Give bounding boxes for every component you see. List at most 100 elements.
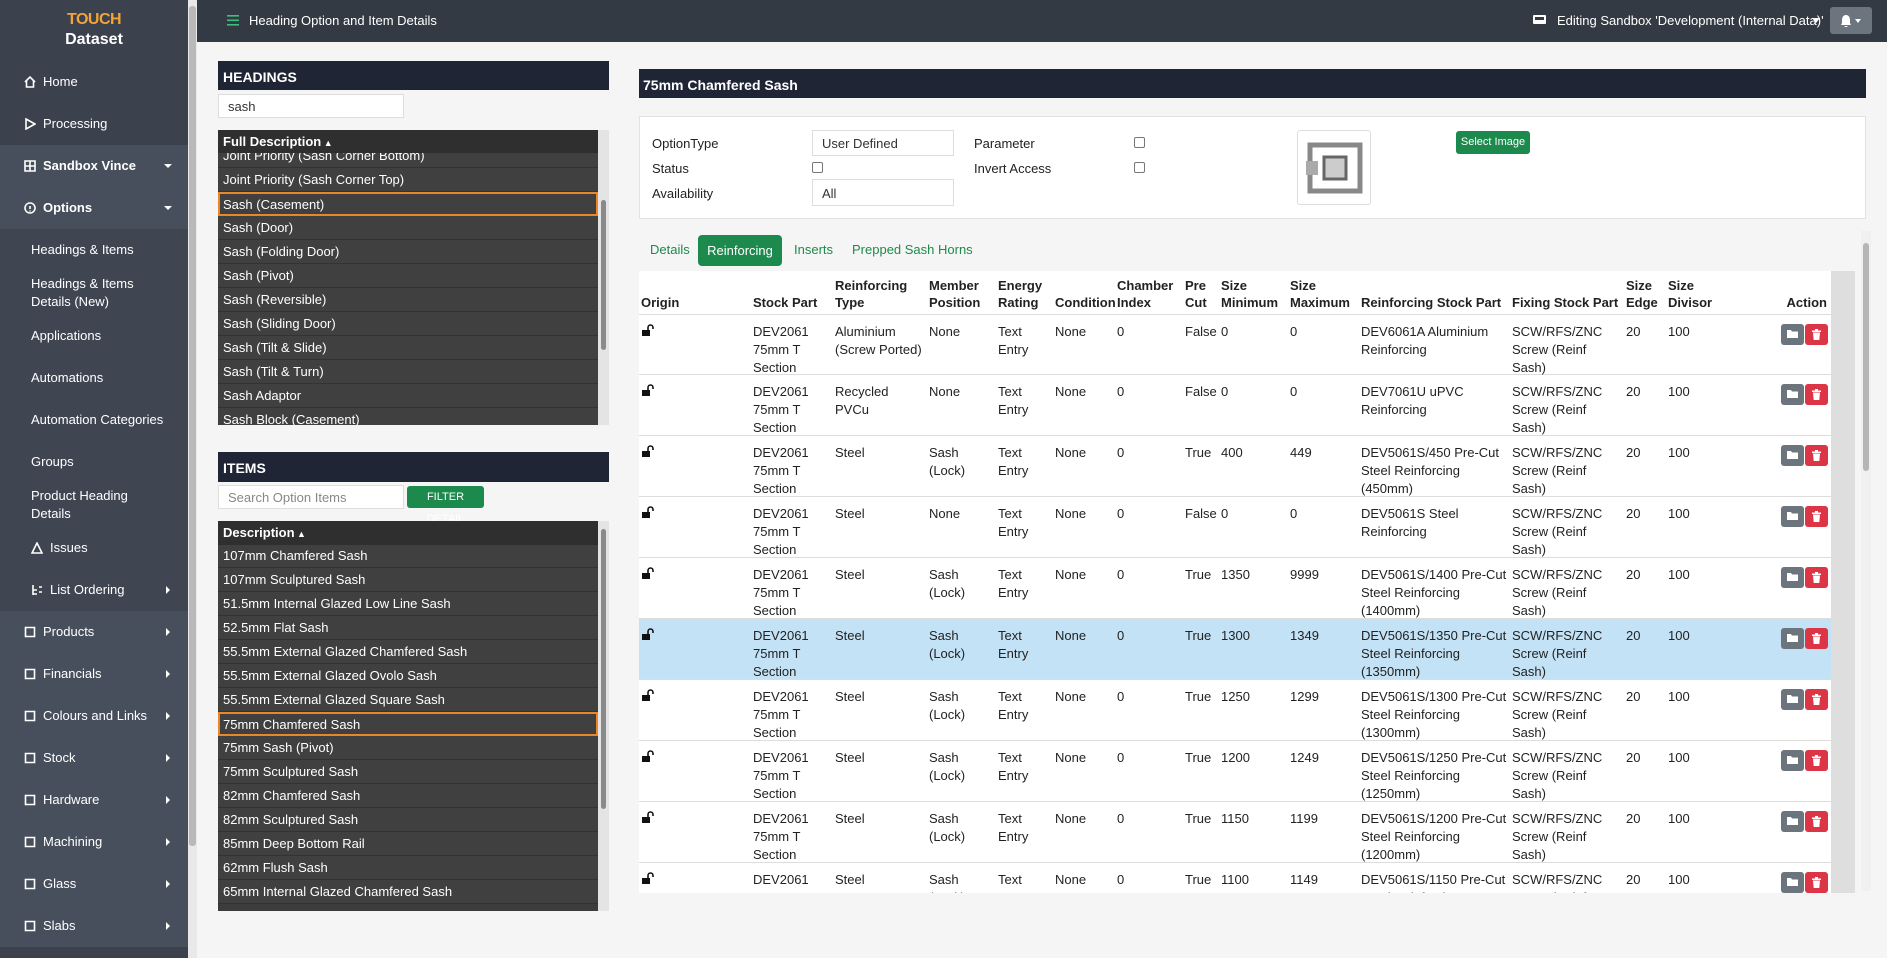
headings-search[interactable]: sash <box>218 94 404 118</box>
list-row[interactable]: Joint Priority (Sash Corner Top) <box>218 168 598 192</box>
list-row[interactable]: Sash (Casement) <box>218 192 598 216</box>
table-row[interactable]: DEV2061 75mm T Section Steel None Text Entr… <box>639 497 1831 558</box>
menu-item[interactable]: Financials <box>0 653 188 695</box>
list-row[interactable]: 107mm Sculptured Sash <box>218 568 598 592</box>
table-cell: 100 <box>1668 506 1690 521</box>
submenu-item[interactable]: Product Heading Details <box>0 483 188 527</box>
table-row[interactable]: DEV2061 75mm T Section Recycled PVCu None T… <box>639 375 1831 436</box>
table-cell: True <box>1185 750 1212 765</box>
submenu-item[interactable]: Headings & Items <box>0 229 188 271</box>
menu-item[interactable]: Processing <box>0 103 188 145</box>
list-row[interactable]: Sash (Folding Door) <box>218 240 598 264</box>
menu-item[interactable]: Colours and Links <box>0 695 188 737</box>
menu-item[interactable]: Glass <box>0 863 188 905</box>
table-row[interactable]: DEV2061 75mm T Section Steel Sash (Lock) Te… <box>639 558 1831 619</box>
icon <box>24 668 36 680</box>
list-row[interactable]: 82mm Chamfered Sash <box>218 784 598 808</box>
list-row[interactable]: 55.5mm External Glazed Ovolo Sash <box>218 664 598 688</box>
table-cell: 0 <box>1117 445 1125 460</box>
list-row[interactable]: 85mm Deep Bottom Rail <box>218 832 598 856</box>
list-row[interactable]: Sash Block (Casement) <box>218 408 598 425</box>
list-row[interactable]: Sash (Tilt & Turn) <box>218 360 598 384</box>
list-row[interactable]: Sash (Pivot) <box>218 264 598 288</box>
open-button[interactable] <box>1781 445 1804 466</box>
delete-button[interactable] <box>1805 567 1828 588</box>
submenu-item[interactable]: Headings & Items Details (New) <box>0 271 188 315</box>
invert-access-checkbox[interactable] <box>1134 162 1145 173</box>
list-row[interactable]: Sash (Tilt & Slide) <box>218 336 598 360</box>
sandbox-selector[interactable]: Editing Sandbox 'Development (Internal D… <box>1557 13 1824 28</box>
open-button[interactable] <box>1781 324 1804 345</box>
delete-button[interactable] <box>1805 506 1828 527</box>
delete-button[interactable] <box>1805 750 1828 771</box>
menu-item[interactable]: Hardware <box>0 779 188 821</box>
list-row[interactable]: Sash (Door) <box>218 216 598 240</box>
open-button[interactable] <box>1781 689 1804 710</box>
submenu-item[interactable]: Automation Categories <box>0 399 188 441</box>
open-button[interactable] <box>1781 872 1804 893</box>
menu-item[interactable]: Machining <box>0 821 188 863</box>
open-button[interactable] <box>1781 506 1804 527</box>
open-button[interactable] <box>1781 750 1804 771</box>
table-row[interactable]: DEV2061 75mm T Section Steel Sash (Lock) Te… <box>639 619 1831 680</box>
filter-button[interactable]: FILTER DETAIL <box>407 486 484 525</box>
select-image-button[interactable]: Select Image <box>1456 131 1530 154</box>
option-type-input[interactable]: User Defined <box>812 130 954 156</box>
list-row[interactable]: 65mm Internal Glazed Chamfered Sash <box>218 880 598 904</box>
table-row[interactable]: DEV2061 75mm T Section Steel Sash (Lock) Te… <box>639 863 1831 893</box>
menu-item[interactable]: Sandbox Vince <box>0 145 188 187</box>
table-row[interactable]: DEV2061 75mm T Section Steel Sash (Lock) Te… <box>639 680 1831 741</box>
tab[interactable]: Prepped Sash Horns <box>852 242 973 257</box>
open-button[interactable] <box>1781 628 1804 649</box>
submenu-item[interactable]: Groups <box>0 441 188 483</box>
submenu-item[interactable]: List Ordering <box>0 569 188 611</box>
trash-shape <box>1812 389 1821 400</box>
submenu-item[interactable]: Applications <box>0 315 188 357</box>
list-row[interactable]: 75mm Sash (Pivot) <box>218 736 598 760</box>
delete-button[interactable] <box>1805 324 1828 345</box>
menu-item[interactable]: Home <box>0 61 188 103</box>
list-row[interactable]: 75mm Chamfered Sash <box>218 712 598 736</box>
list-row[interactable]: Sash (Reversible) <box>218 288 598 312</box>
status-checkbox[interactable] <box>812 162 823 173</box>
table-row[interactable]: DEV2061 75mm T Section Steel Sash (Lock) Te… <box>639 802 1831 863</box>
column-header[interactable]: Full Description <box>218 130 598 153</box>
list-row[interactable]: 82mm Sculptured Sash <box>218 808 598 832</box>
list-row[interactable]: 62mm Flush Sash <box>218 856 598 880</box>
submenu-item[interactable]: Automations <box>0 357 188 399</box>
menu-item[interactable]: Stock <box>0 737 188 779</box>
tab[interactable]: Reinforcing <box>698 235 782 266</box>
open-button[interactable] <box>1781 811 1804 832</box>
menu-item[interactable]: Products <box>0 611 188 653</box>
list-row[interactable]: 55.5mm External Glazed Chamfered Sash <box>218 640 598 664</box>
parameter-checkbox[interactable] <box>1134 137 1145 148</box>
delete-button[interactable] <box>1805 384 1828 405</box>
menu-item[interactable]: Slabs <box>0 905 188 947</box>
items-search[interactable]: Search Option Items <box>218 485 404 509</box>
list-row[interactable]: 75mm Sculptured Sash <box>218 760 598 784</box>
list-row[interactable]: 55.5mm External Glazed Square Sash <box>218 688 598 712</box>
list-row[interactable]: 107mm Chamfered Sash <box>218 544 598 568</box>
menu-item[interactable]: Options <box>0 187 188 229</box>
open-button[interactable] <box>1781 567 1804 588</box>
open-button[interactable] <box>1781 384 1804 405</box>
submenu-item[interactable]: Issues <box>0 527 188 569</box>
menu-toggle[interactable] <box>227 15 239 26</box>
notifications-button[interactable] <box>1830 7 1872 34</box>
tab[interactable]: Details <box>650 242 690 257</box>
delete-button[interactable] <box>1805 689 1828 710</box>
tab[interactable]: Inserts <box>794 242 834 257</box>
list-row[interactable]: 51.5mm Internal Glazed Low Line Sash <box>218 592 598 616</box>
list-row[interactable]: Sash (Sliding Door) <box>218 312 598 336</box>
table-row[interactable]: DEV2061 75mm T Section Aluminium (Screw P… <box>639 314 1831 375</box>
table-row[interactable]: DEV2061 75mm T Section Steel Sash (Lock) Te… <box>639 436 1831 497</box>
delete-button[interactable] <box>1805 628 1828 649</box>
delete-button[interactable] <box>1805 872 1828 893</box>
table-row[interactable]: DEV2061 75mm T Section Steel Sash (Lock) Te… <box>639 741 1831 802</box>
delete-button[interactable] <box>1805 811 1828 832</box>
delete-button[interactable] <box>1805 445 1828 466</box>
availability-input[interactable]: All <box>812 179 954 206</box>
list-row[interactable]: 52.5mm Flat Sash <box>218 616 598 640</box>
column-header[interactable]: Description <box>218 521 598 545</box>
list-row[interactable]: Sash Adaptor <box>218 384 598 408</box>
